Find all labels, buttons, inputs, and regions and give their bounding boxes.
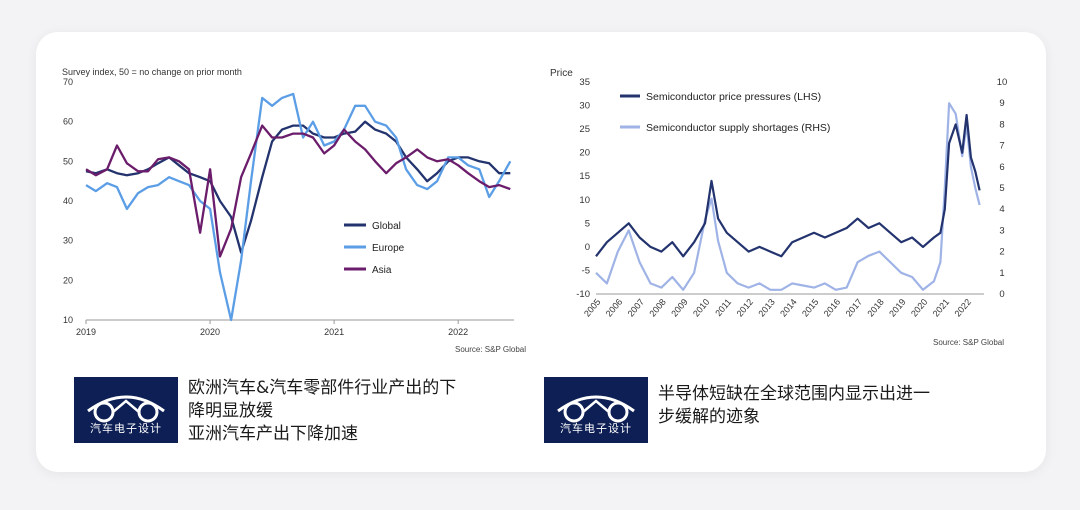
series-line-asia [85,124,511,258]
car-logo-icon [87,395,165,423]
series-line-europe [85,92,512,322]
y-tick-label: 20 [63,275,73,285]
y-right-tick-label: 2 [999,247,1004,258]
logo: 汽车电子设计 [544,377,648,443]
caption-line: 降明显放缓 [188,401,273,421]
y-left-tick-label: -10 [576,289,590,300]
y-tick-label: 70 [63,77,73,87]
x-tick-label: 2010 [691,297,712,319]
chart-subtitle: Survey index, 50 = no change on prior mo… [62,67,242,77]
legend-label: Europe [372,243,405,254]
x-tick-label: 2013 [756,297,777,319]
series-line-price-pressures [595,113,981,258]
y-right-tick-label: 1 [999,268,1004,279]
y-right-tick-label: 4 [999,204,1004,215]
caption-line: 步缓解的迹象 [658,407,760,427]
price-axis-label: Price [550,68,573,79]
car-logo-icon [557,395,635,423]
logo-text: 汽车电子设计 [90,422,162,435]
y-right-tick-label: 0 [999,289,1004,300]
y-left-tick-label: 10 [579,195,590,206]
content-card: Survey index, 50 = no change on prior mo… [36,32,1046,472]
caption-line: 亚洲汽车产出下降加速 [188,424,358,444]
legend-label: Global [372,221,401,232]
logo-text: 汽车电子设计 [560,422,632,435]
x-tick-label: 2021 [324,327,344,337]
caption-right: 汽车电子设计 半导体短缺在全球范围内显示出进一 步缓解的迹象 [544,377,930,443]
x-tick-label: 2020 [200,327,220,337]
y-left-tick-label: 30 [579,101,590,112]
caption-line: 半导体短缺在全球范围内显示出进一 [658,384,930,404]
y-right-tick-label: 10 [997,77,1008,88]
y-right-tick-label: 8 [999,119,1004,130]
y-right-tick-label: 5 [999,183,1004,194]
y-right-tick-label: 9 [999,98,1004,109]
y-tick-label: 50 [63,156,73,166]
x-tick-label: 2017 [844,297,865,319]
y-tick-label: 60 [63,117,73,127]
x-tick-label: 2018 [865,297,886,319]
y-right-tick-label: 6 [999,162,1004,173]
caption-line: 欧洲汽车&汽车零部件行业产出的下 [188,378,457,398]
y-left-tick-label: 5 [585,218,590,229]
y-tick-label: 40 [63,196,73,206]
legend-label: Asia [372,265,392,276]
x-tick-label: 2022 [953,297,974,319]
y-left-tick-label: 0 [585,242,590,253]
pmi-chart: Survey index, 50 = no change on prior mo… [62,67,526,354]
x-tick-label: 2007 [626,297,647,319]
caption-text: 半导体短缺在全球范围内显示出进一 步缓解的迹象 [658,383,930,429]
x-tick-label: 2015 [800,297,821,319]
chart-source: Source: S&P Global [455,345,526,354]
x-tick-label: 2012 [735,297,756,319]
y-left-tick-label: -5 [582,265,590,276]
x-tick-label: 2005 [582,297,603,319]
x-tick-label: 2014 [778,297,799,319]
series-line-supply-shortages [595,102,981,291]
legend-label: Semiconductor price pressures (LHS) [646,91,821,103]
caption-left: 汽车电子设计 欧洲汽车&汽车零部件行业产出的下 降明显放缓 亚洲汽车产出下降加速 [74,377,456,446]
y-left-tick-label: 15 [579,171,590,182]
x-tick-label: 2006 [604,297,625,319]
y-tick-label: 10 [63,315,73,325]
semiconductor-chart: Price Source: S&P Global -10-50510152025… [550,68,1008,347]
y-tick-label: 30 [63,236,73,246]
y-right-tick-label: 7 [999,141,1004,152]
x-tick-label: 2011 [713,297,733,318]
y-left-tick-label: 20 [579,148,590,159]
x-tick-label: 2008 [647,297,668,319]
chart-source: Source: S&P Global [933,338,1004,347]
y-left-tick-label: 35 [579,77,590,88]
y-right-tick-label: 3 [999,225,1004,236]
logo: 汽车电子设计 [74,377,178,443]
x-tick-label: 2009 [669,297,690,319]
x-tick-label: 2016 [822,297,843,319]
legend-label: Semiconductor supply shortages (RHS) [646,122,830,134]
x-tick-label: 2021 [931,297,952,319]
y-left-tick-label: 25 [579,124,590,135]
series-line-global [85,120,511,254]
caption-text: 欧洲汽车&汽车零部件行业产出的下 降明显放缓 亚洲汽车产出下降加速 [188,377,456,446]
x-tick-label: 2019 [76,327,96,337]
x-tick-label: 2022 [448,327,468,337]
x-tick-label: 2019 [887,297,908,319]
x-tick-label: 2020 [909,297,930,319]
